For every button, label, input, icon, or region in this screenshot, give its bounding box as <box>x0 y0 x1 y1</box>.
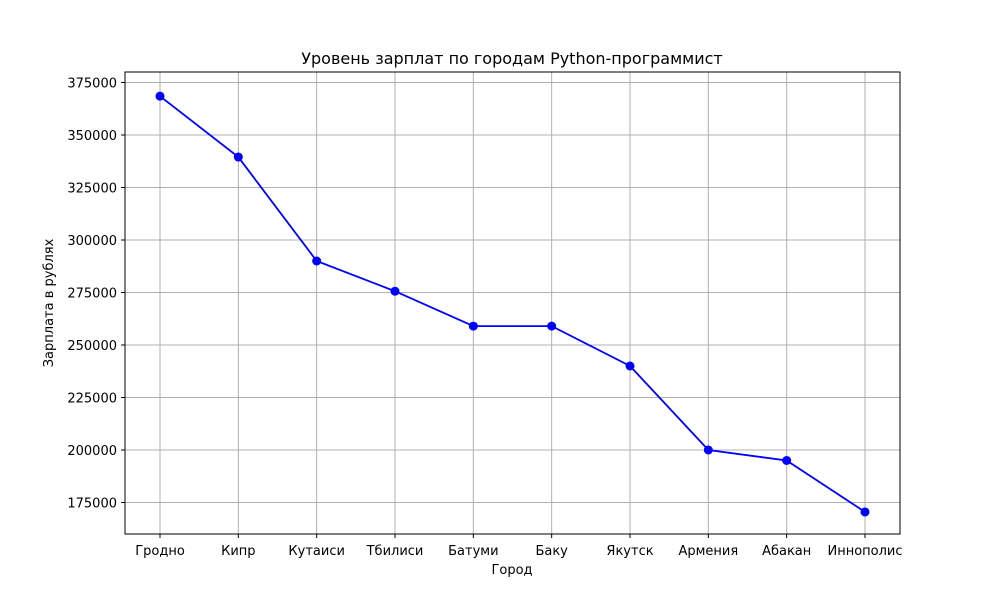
data-point <box>860 507 870 517</box>
x-tick-label: Кипр <box>221 544 255 559</box>
series-line <box>159 95 866 513</box>
plot-area <box>124 71 901 535</box>
data-point <box>468 321 478 331</box>
y-tick-label: 175000 <box>67 497 117 512</box>
data-point <box>312 256 322 266</box>
data-point <box>625 361 635 371</box>
x-tick-label: Тбилиси <box>366 544 424 559</box>
data-point <box>782 456 792 465</box>
y-axis-label: Зарплата в рублях <box>42 238 57 367</box>
y-tick-label: 375000 <box>67 77 117 92</box>
y-tick-label: 325000 <box>67 182 117 197</box>
x-tick-label: Якутск <box>606 544 653 559</box>
y-tick-label: 275000 <box>67 287 117 302</box>
y-tick-label: 250000 <box>67 339 117 354</box>
x-tick-label: Гродно <box>135 544 185 559</box>
y-tick-label: 300000 <box>67 234 117 249</box>
series-layer <box>155 91 870 517</box>
x-tick-label: Абакан <box>762 544 811 559</box>
x-tick-label: Армения <box>678 544 738 559</box>
data-point <box>155 91 165 101</box>
y-tick-label: 225000 <box>67 392 117 407</box>
chart-title: Уровень зарплат по городам Python-програ… <box>301 49 722 68</box>
x-tick-label: Иннополис <box>827 544 902 559</box>
y-axis-ticks: 175000 200000 225000 250000 275000 300000 3250… <box>67 77 125 512</box>
x-tick-label: Батуми <box>448 544 498 559</box>
x-axis-label: Город <box>491 563 532 578</box>
y-tick-label: 350000 <box>67 129 117 144</box>
data-point <box>547 321 557 331</box>
x-tick-label: Кутаиси <box>288 544 345 559</box>
data-point <box>703 445 713 455</box>
x-tick-label: Баку <box>535 544 568 559</box>
y-tick-label: 200000 <box>67 444 117 459</box>
grid-lines <box>125 72 900 534</box>
x-axis-ticks: Гродно Кипр Кутаиси Тбилиси Батуми Баку Якутск… <box>135 534 903 559</box>
data-point <box>390 286 400 296</box>
data-point <box>233 152 243 162</box>
